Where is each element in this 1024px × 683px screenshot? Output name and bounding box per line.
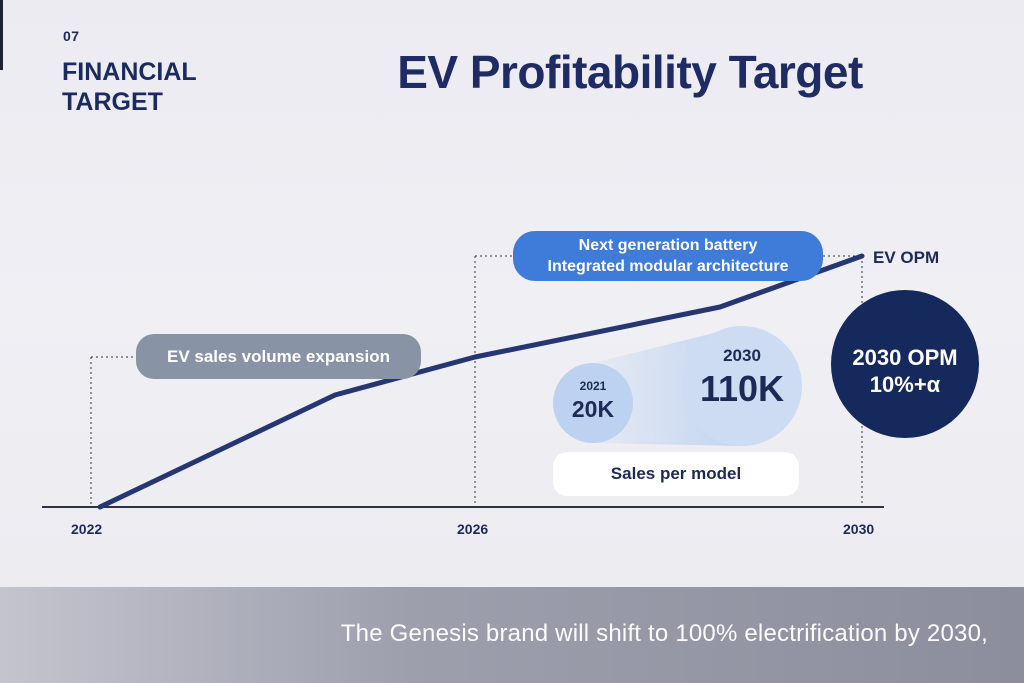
architecture-label: Integrated modular architecture xyxy=(547,258,789,275)
sales-bubble-2021: 2021 20K xyxy=(553,363,633,443)
x-tick-2022: 2022 xyxy=(71,521,103,537)
bubble-2030-year: 2030 xyxy=(723,346,761,365)
battery-architecture-pill: Next generation battery Integrated modul… xyxy=(513,231,823,281)
sales-bubble-2030: 2030 110K xyxy=(682,326,802,446)
left-edge-bar xyxy=(0,0,3,70)
opm-target-line1: 2030 OPM xyxy=(852,345,958,370)
subtitle-caption: The Genesis brand will shift to 100% ele… xyxy=(340,620,988,647)
ev-opm-label: EV OPM xyxy=(873,248,940,267)
battery-label: Next generation battery xyxy=(578,237,758,254)
section-title: FINANCIAL TARGET xyxy=(62,58,197,116)
x-tick-2030: 2030 xyxy=(843,521,875,537)
sales-per-model-label: Sales per model xyxy=(553,452,799,496)
section-number: 07 xyxy=(63,28,80,44)
opm-target-line2: 10%+α xyxy=(869,372,941,397)
bubble-2021-value: 20K xyxy=(571,396,615,422)
volume-expansion-pill: EV sales volume expansion xyxy=(136,334,421,379)
page-title: EV Profitability Target xyxy=(397,46,863,98)
bubble-2030-value: 110K xyxy=(699,368,785,409)
x-tick-2026: 2026 xyxy=(457,521,489,537)
caption-band xyxy=(0,587,1024,683)
bubble-2021-year: 2021 xyxy=(579,379,607,393)
ev-opm-line xyxy=(97,253,865,510)
opm-target-circle: 2030 OPM 10%+α xyxy=(831,290,979,438)
